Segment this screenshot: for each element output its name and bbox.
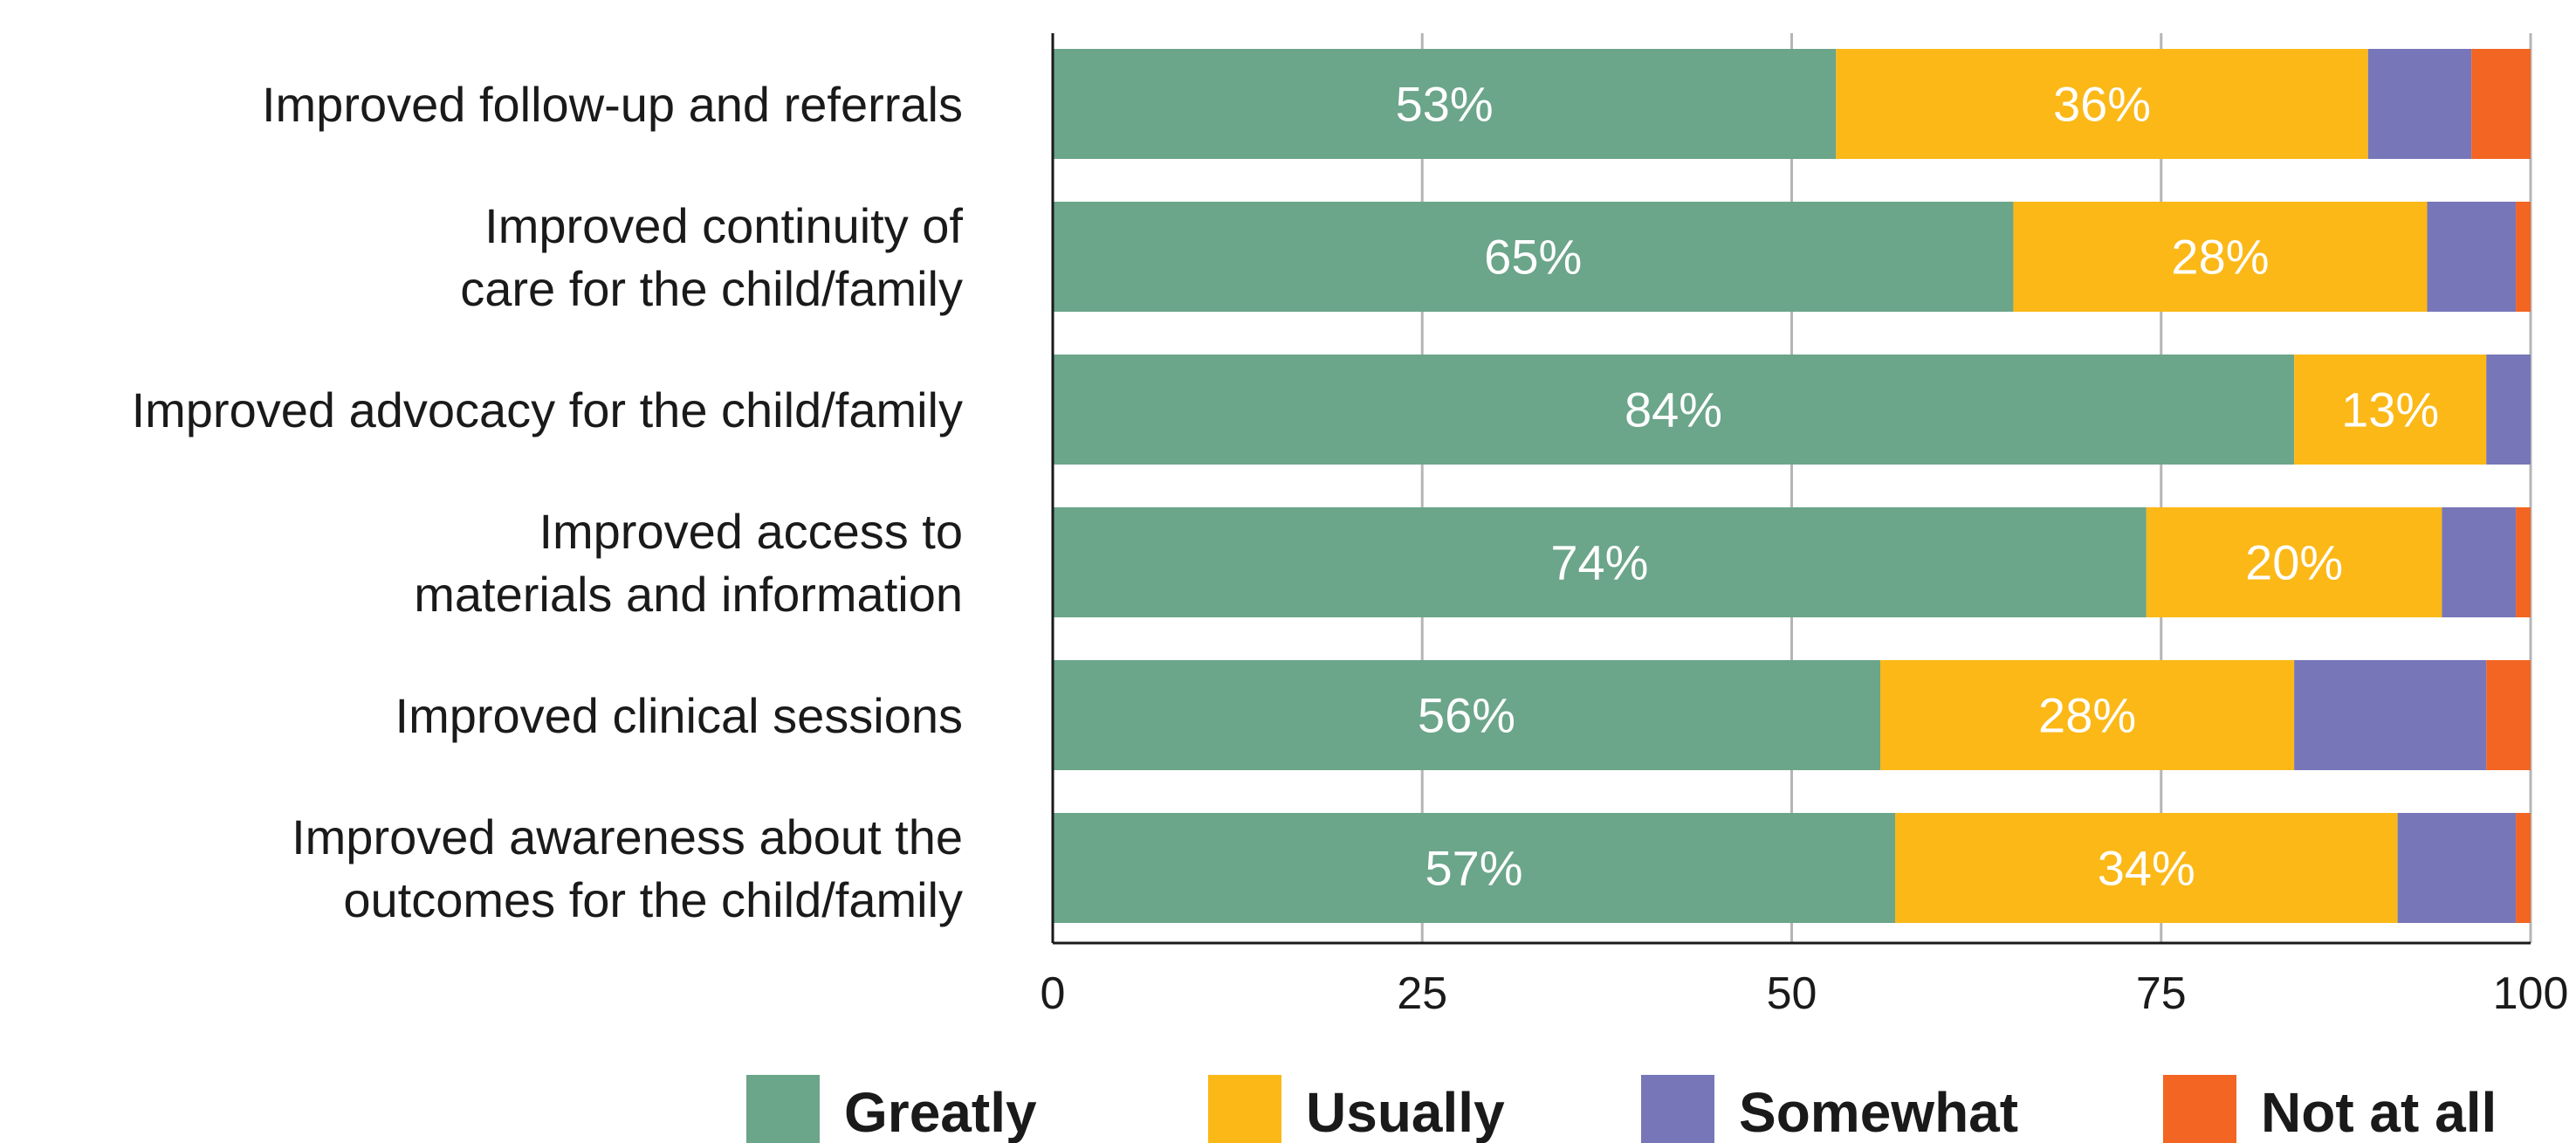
bar-segment [2516, 813, 2531, 923]
bar-segment [1895, 813, 2398, 923]
legend-label: Not at all [2261, 1081, 2497, 1143]
bar-segment [1053, 355, 2295, 465]
data-label: 57% [1425, 841, 1522, 896]
bar-segment [2294, 355, 2487, 465]
data-label: 28% [2038, 688, 2136, 743]
data-label: 20% [2245, 535, 2343, 590]
bar-segment [2427, 202, 2517, 312]
data-label: 28% [2171, 230, 2269, 285]
category-label: Improved continuity of care for the child… [460, 198, 963, 316]
legend-label: Somewhat [1739, 1081, 2018, 1143]
gridlines [1420, 33, 2532, 943]
category-label-line: Improved advocacy for the child/family [132, 382, 963, 437]
data-label: 84% [1625, 382, 1722, 437]
category-label-line: Improved follow-up and referrals [262, 77, 963, 132]
legend-swatch [2163, 1075, 2236, 1143]
bar-segment [2294, 660, 2487, 770]
bar-segment [1053, 49, 1837, 159]
bars: 53% 36% 65% 28% 84% 13% 74% 20% 56% 28% 57% 34% [1053, 49, 2531, 923]
category-label-line: materials and information [414, 567, 963, 622]
x-tick-labels: 0 25 50 75 100 [1041, 968, 2569, 1019]
data-label: 53% [1396, 77, 1494, 132]
category-label: Improved awareness about the outcomes for… [292, 809, 963, 927]
bar-segment [1053, 507, 2147, 617]
data-label: 74% [1550, 535, 1648, 590]
x-tick-label: 0 [1041, 968, 1066, 1019]
bar-segment [2471, 49, 2531, 159]
bar-segment [2397, 813, 2517, 923]
bar-segment [1880, 660, 2295, 770]
x-tick-label: 100 [2493, 968, 2569, 1019]
bar-segment [1053, 202, 2014, 312]
x-tick-label: 25 [1397, 968, 1447, 1019]
category-label-line: Improved access to [539, 504, 963, 559]
x-tick-label: 50 [1767, 968, 1817, 1019]
bar-segment [2367, 49, 2472, 159]
bar-segment [2486, 660, 2531, 770]
category-label-line: outcomes for the child/family [343, 872, 963, 927]
category-label: Improved clinical sessions [395, 688, 963, 743]
data-label: 36% [2053, 77, 2151, 132]
category-label: Improved follow-up and referrals [262, 77, 963, 132]
x-tick-label: 75 [2136, 968, 2187, 1019]
data-label: 13% [2341, 382, 2439, 437]
legend-label: Greatly [844, 1081, 1037, 1143]
bar-segment [2516, 202, 2531, 312]
bar-segment [1053, 813, 1896, 923]
data-label: 56% [1418, 688, 1515, 743]
category-label: Improved access to materials and informat… [414, 504, 963, 622]
category-label-line: care for the child/family [460, 261, 963, 316]
bar-segment [2486, 355, 2531, 465]
legend-swatch [1641, 1075, 1714, 1143]
bar-segment [2146, 507, 2442, 617]
legend-label: Usually [1306, 1081, 1505, 1143]
bar-segment [1053, 660, 1881, 770]
bar-segment [1836, 49, 2368, 159]
legend-swatch [746, 1075, 820, 1143]
category-label: Improved advocacy for the child/family [132, 382, 963, 437]
bar-segment [2516, 507, 2531, 617]
category-labels: Improved follow-up and referrals Improved… [132, 77, 964, 927]
category-label-line: Improved continuity of [484, 198, 963, 253]
data-label: 65% [1484, 230, 1582, 285]
bar-segment [2013, 202, 2428, 312]
data-label: 34% [2098, 841, 2195, 896]
category-label-line: Improved awareness about the [292, 809, 963, 864]
axes [1051, 33, 2531, 945]
legend: Greatly Usually Somewhat Not at all [746, 1075, 2497, 1143]
category-label-line: Improved clinical sessions [395, 688, 963, 743]
legend-swatch [1208, 1075, 1281, 1143]
bar-segment [2442, 507, 2517, 617]
